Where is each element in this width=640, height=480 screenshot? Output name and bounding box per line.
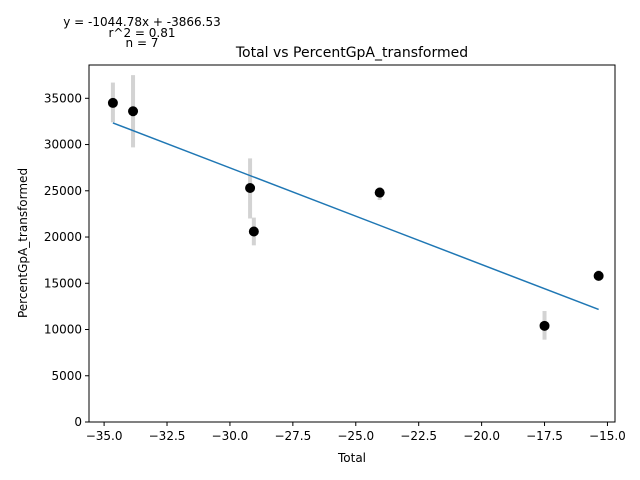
x-tick-label: −17.5 — [526, 429, 563, 443]
r-squared-annotation: r^2 = 0.81 — [108, 26, 175, 40]
x-tick-label: −27.5 — [274, 429, 311, 443]
plot-area — [107, 75, 604, 340]
data-point — [128, 106, 139, 117]
y-tick-label: 10000 — [44, 323, 82, 337]
x-tick-label: −35.0 — [86, 429, 123, 443]
fit-equation-annotation: y = -1044.78x + -3866.53 — [63, 15, 220, 29]
data-point — [107, 97, 118, 108]
regression-line — [112, 122, 599, 311]
y-tick-label: 20000 — [44, 230, 82, 244]
y-tick-label: 25000 — [44, 184, 82, 198]
chart-title: Total vs PercentGpA_transformed — [235, 45, 468, 61]
axes: −35.0 −32.5 −30.0 −27.5 −25.0 −22.5 −20.0 −17.5… — [44, 64, 626, 443]
y-axis-label: PercentGpA_transformed — [16, 168, 30, 318]
x-tick-label: −32.5 — [149, 429, 186, 443]
sample-size-annotation: n = 7 — [126, 36, 159, 50]
y-tick-label: 0 — [74, 415, 82, 429]
x-tick-label: −20.0 — [463, 429, 500, 443]
x-tick-label: −22.5 — [400, 429, 437, 443]
x-tick-label: −25.0 — [337, 429, 374, 443]
plot-frame — [88, 64, 616, 423]
y-tick-label: 5000 — [51, 369, 82, 383]
data-point — [245, 183, 256, 194]
y-tick-label: 15000 — [44, 276, 82, 290]
y-tick-label: 35000 — [44, 91, 82, 105]
data-point — [539, 320, 550, 331]
y-tick-label: 30000 — [44, 138, 82, 152]
data-point — [374, 187, 385, 198]
x-tick-label: −30.0 — [212, 429, 249, 443]
x-tick-label: −15.0 — [589, 429, 626, 443]
x-axis-label: Total — [337, 451, 366, 465]
data-point — [248, 226, 259, 237]
data-point — [593, 270, 604, 281]
